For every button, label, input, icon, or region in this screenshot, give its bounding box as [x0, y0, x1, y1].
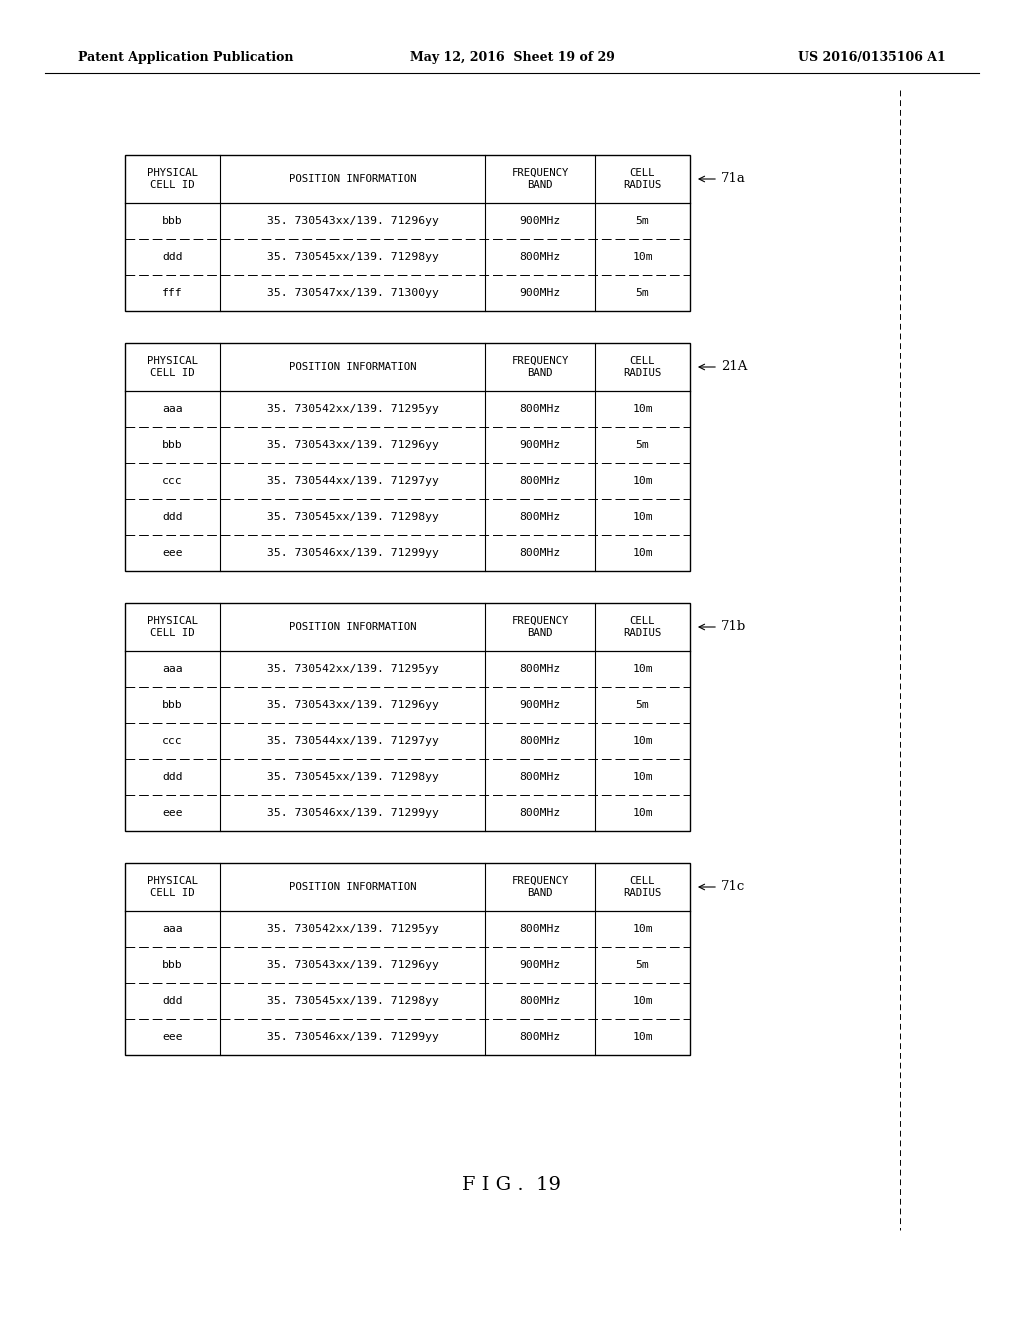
Text: ddd: ddd	[162, 772, 183, 781]
Text: ccc: ccc	[162, 477, 183, 486]
Text: 5m: 5m	[636, 960, 649, 970]
Text: fff: fff	[162, 288, 183, 298]
Text: 35. 730543xx/139. 71296yy: 35. 730543xx/139. 71296yy	[266, 216, 438, 226]
Text: 35. 730546xx/139. 71299yy: 35. 730546xx/139. 71299yy	[266, 548, 438, 558]
Text: 10m: 10m	[632, 512, 653, 521]
Text: bbb: bbb	[162, 960, 183, 970]
Text: ddd: ddd	[162, 512, 183, 521]
Text: Patent Application Publication: Patent Application Publication	[78, 51, 294, 65]
Text: 10m: 10m	[632, 924, 653, 935]
Text: 10m: 10m	[632, 997, 653, 1006]
Text: POSITION INFORMATION: POSITION INFORMATION	[289, 622, 416, 632]
Text: 35. 730544xx/139. 71297yy: 35. 730544xx/139. 71297yy	[266, 477, 438, 486]
Text: 900MHz: 900MHz	[519, 440, 560, 450]
Text: 800MHz: 800MHz	[519, 252, 560, 261]
Text: PHYSICAL
CELL ID: PHYSICAL CELL ID	[147, 616, 198, 638]
Bar	[125, 343, 690, 572]
Text: 10m: 10m	[632, 548, 653, 558]
Text: CELL
RADIUS: CELL RADIUS	[624, 168, 662, 190]
Text: CELL
RADIUS: CELL RADIUS	[624, 356, 662, 378]
Text: F I G .  19: F I G . 19	[463, 1176, 561, 1195]
Text: US 2016/0135106 A1: US 2016/0135106 A1	[799, 51, 946, 65]
Text: PHYSICAL
CELL ID: PHYSICAL CELL ID	[147, 876, 198, 898]
Text: 10m: 10m	[632, 477, 653, 486]
Text: eee: eee	[162, 808, 183, 818]
Text: FREQUENCY
BAND: FREQUENCY BAND	[511, 876, 568, 898]
Text: 35. 730545xx/139. 71298yy: 35. 730545xx/139. 71298yy	[266, 997, 438, 1006]
Text: PHYSICAL
CELL ID: PHYSICAL CELL ID	[147, 356, 198, 378]
Text: 5m: 5m	[636, 700, 649, 710]
Text: aaa: aaa	[162, 924, 183, 935]
Text: bbb: bbb	[162, 700, 183, 710]
Text: 800MHz: 800MHz	[519, 997, 560, 1006]
Text: 10m: 10m	[632, 772, 653, 781]
Text: May 12, 2016  Sheet 19 of 29: May 12, 2016 Sheet 19 of 29	[410, 51, 614, 65]
Text: PHYSICAL
CELL ID: PHYSICAL CELL ID	[147, 168, 198, 190]
Text: 800MHz: 800MHz	[519, 772, 560, 781]
Text: 35. 730542xx/139. 71295yy: 35. 730542xx/139. 71295yy	[266, 924, 438, 935]
Text: 35. 730545xx/139. 71298yy: 35. 730545xx/139. 71298yy	[266, 772, 438, 781]
Text: 800MHz: 800MHz	[519, 404, 560, 414]
Text: 35. 730543xx/139. 71296yy: 35. 730543xx/139. 71296yy	[266, 960, 438, 970]
Text: 800MHz: 800MHz	[519, 664, 560, 675]
Text: eee: eee	[162, 1032, 183, 1041]
Text: eee: eee	[162, 548, 183, 558]
Text: 71a: 71a	[721, 173, 745, 186]
Text: 35. 730545xx/139. 71298yy: 35. 730545xx/139. 71298yy	[266, 512, 438, 521]
Text: 5m: 5m	[636, 440, 649, 450]
Bar	[125, 154, 690, 312]
Text: 10m: 10m	[632, 664, 653, 675]
Text: 35. 730543xx/139. 71296yy: 35. 730543xx/139. 71296yy	[266, 700, 438, 710]
Text: 35. 730545xx/139. 71298yy: 35. 730545xx/139. 71298yy	[266, 252, 438, 261]
Text: POSITION INFORMATION: POSITION INFORMATION	[289, 882, 416, 892]
Text: aaa: aaa	[162, 404, 183, 414]
Text: 800MHz: 800MHz	[519, 512, 560, 521]
Text: ddd: ddd	[162, 252, 183, 261]
Text: 800MHz: 800MHz	[519, 737, 560, 746]
Text: 900MHz: 900MHz	[519, 288, 560, 298]
Text: FREQUENCY
BAND: FREQUENCY BAND	[511, 356, 568, 378]
Bar	[125, 863, 690, 1055]
Text: ddd: ddd	[162, 997, 183, 1006]
Text: 900MHz: 900MHz	[519, 216, 560, 226]
Text: 800MHz: 800MHz	[519, 808, 560, 818]
Text: 10m: 10m	[632, 1032, 653, 1041]
Text: FREQUENCY
BAND: FREQUENCY BAND	[511, 168, 568, 190]
Text: 800MHz: 800MHz	[519, 924, 560, 935]
Text: 35. 730542xx/139. 71295yy: 35. 730542xx/139. 71295yy	[266, 404, 438, 414]
Text: 10m: 10m	[632, 252, 653, 261]
Text: 800MHz: 800MHz	[519, 1032, 560, 1041]
Bar	[125, 603, 690, 832]
Text: bbb: bbb	[162, 440, 183, 450]
Text: 21A: 21A	[721, 360, 748, 374]
Text: 800MHz: 800MHz	[519, 477, 560, 486]
Text: ccc: ccc	[162, 737, 183, 746]
Text: 71c: 71c	[721, 880, 745, 894]
Text: CELL
RADIUS: CELL RADIUS	[624, 876, 662, 898]
Text: 900MHz: 900MHz	[519, 960, 560, 970]
Text: 10m: 10m	[632, 404, 653, 414]
Text: 900MHz: 900MHz	[519, 700, 560, 710]
Text: 5m: 5m	[636, 216, 649, 226]
Text: 10m: 10m	[632, 808, 653, 818]
Text: 71b: 71b	[721, 620, 746, 634]
Text: CELL
RADIUS: CELL RADIUS	[624, 616, 662, 638]
Text: POSITION INFORMATION: POSITION INFORMATION	[289, 174, 416, 183]
Text: 800MHz: 800MHz	[519, 548, 560, 558]
Text: 35. 730546xx/139. 71299yy: 35. 730546xx/139. 71299yy	[266, 1032, 438, 1041]
Text: 5m: 5m	[636, 288, 649, 298]
Text: 35. 730543xx/139. 71296yy: 35. 730543xx/139. 71296yy	[266, 440, 438, 450]
Text: aaa: aaa	[162, 664, 183, 675]
Text: 35. 730544xx/139. 71297yy: 35. 730544xx/139. 71297yy	[266, 737, 438, 746]
Text: bbb: bbb	[162, 216, 183, 226]
Text: FREQUENCY
BAND: FREQUENCY BAND	[511, 616, 568, 638]
Text: 35. 730546xx/139. 71299yy: 35. 730546xx/139. 71299yy	[266, 808, 438, 818]
Text: 35. 730542xx/139. 71295yy: 35. 730542xx/139. 71295yy	[266, 664, 438, 675]
Text: 35. 730547xx/139. 71300yy: 35. 730547xx/139. 71300yy	[266, 288, 438, 298]
Text: 10m: 10m	[632, 737, 653, 746]
Text: POSITION INFORMATION: POSITION INFORMATION	[289, 362, 416, 372]
